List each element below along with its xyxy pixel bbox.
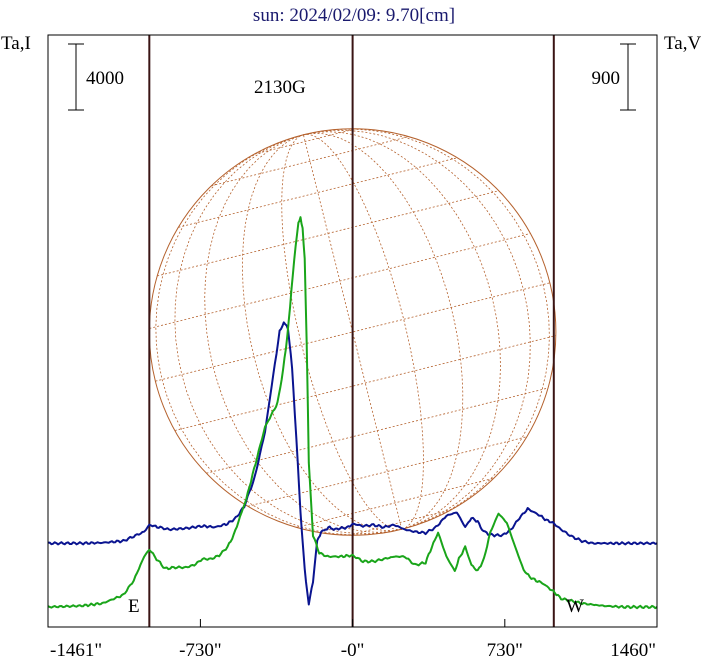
plot-series <box>47 216 658 610</box>
longitude-line <box>303 132 464 530</box>
longitude-line <box>174 134 402 535</box>
x-tick-label: -1461" <box>50 640 102 661</box>
longitude-line <box>303 129 531 530</box>
latitude-line <box>178 157 458 228</box>
left-scale-value: 4000 <box>86 68 124 89</box>
x-tick-label: -0" <box>341 640 365 661</box>
latitude-line <box>174 335 556 431</box>
longitude-line <box>155 134 402 536</box>
longitude-line <box>303 133 424 530</box>
longitude-line <box>241 134 402 532</box>
longitude-line <box>303 131 501 530</box>
latitude-line <box>211 136 409 187</box>
right-scale-bar <box>620 43 636 111</box>
left-axis-label: Ta,I <box>1 33 31 54</box>
latitude-line <box>254 128 357 155</box>
latitude-line <box>247 436 527 507</box>
series-V-line <box>47 216 658 610</box>
latitude-line <box>149 233 531 329</box>
right-scale-value: 900 <box>592 68 621 89</box>
left-scale-bar <box>68 43 84 111</box>
right-axis-label: Ta,V <box>664 33 701 54</box>
series-I-line <box>48 321 658 606</box>
active-region-annotation: 2130G <box>254 77 306 98</box>
east-limb-label: E <box>128 596 140 617</box>
limb-and-center-lines <box>148 35 555 627</box>
longitude-line <box>303 128 550 530</box>
x-tick-label: 1460" <box>610 640 656 661</box>
x-axis-ticks: -1461" -730" -0" 730" 1460" <box>47 619 658 661</box>
x-tick-label: -730" <box>179 640 222 661</box>
x-tick-label: 730" <box>487 640 523 661</box>
west-limb-label: W <box>566 596 584 617</box>
chart-title: sun: 2024/02/09: 9.70[cm] <box>253 5 455 26</box>
longitude-line <box>281 134 402 531</box>
latitude-line <box>296 477 494 528</box>
latitude-line <box>349 509 452 536</box>
